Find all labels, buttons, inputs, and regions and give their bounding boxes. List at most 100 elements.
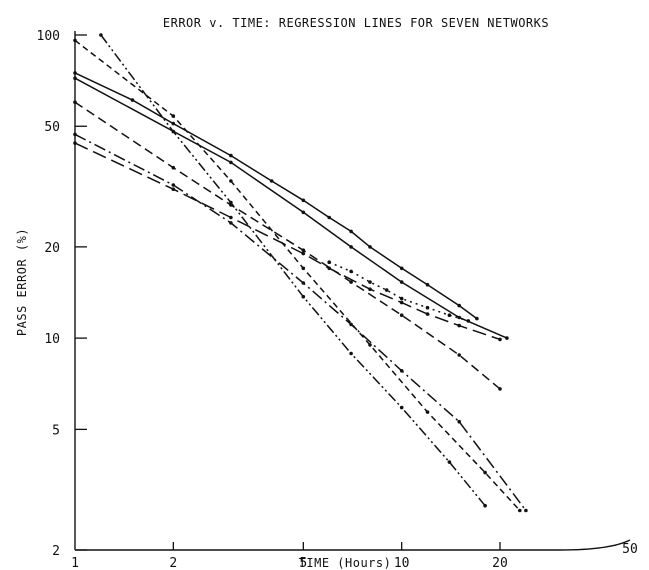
x-tick-label: 5 <box>299 556 307 570</box>
data-point <box>368 280 372 284</box>
data-point <box>171 121 176 126</box>
data-point <box>73 38 77 43</box>
data-point <box>399 266 404 271</box>
data-point <box>73 76 77 80</box>
data-point <box>301 266 306 271</box>
y-tick-label: 10 <box>44 332 60 347</box>
data-point <box>483 470 487 475</box>
x-axis-label: TIME (Hours) <box>299 556 392 570</box>
data-point <box>349 322 353 327</box>
series-line <box>74 133 527 511</box>
x-tick-label: 2 <box>169 556 177 570</box>
data-point <box>399 300 404 305</box>
data-point <box>498 387 502 391</box>
data-point <box>505 336 509 340</box>
data-point <box>447 460 452 464</box>
data-point <box>349 269 353 274</box>
x-tick-label: 1 <box>71 556 79 570</box>
chart-title: ERROR v. TIME: REGRESSION LINES FOR SEVE… <box>163 16 549 30</box>
series-7 <box>99 33 487 508</box>
data-point <box>368 245 372 249</box>
data-point <box>73 141 77 145</box>
data-point <box>399 313 404 318</box>
data-point <box>349 280 353 284</box>
x-axis-line <box>75 539 631 551</box>
data-point <box>301 210 306 215</box>
data-point <box>171 114 176 118</box>
data-point <box>171 165 176 170</box>
data-point <box>349 229 353 234</box>
y-tick-label: 20 <box>44 241 60 256</box>
data-point <box>269 179 274 183</box>
data-point <box>99 33 103 37</box>
y-tick-label: 5 <box>52 423 60 438</box>
data-point <box>457 315 462 320</box>
data-point <box>399 405 404 410</box>
series-layer <box>73 33 528 513</box>
y-tick-label: 50 <box>44 120 60 135</box>
data-point <box>171 183 176 187</box>
series-line <box>74 77 508 339</box>
data-point <box>229 200 233 205</box>
data-point <box>425 282 430 287</box>
data-point <box>349 351 353 356</box>
data-point <box>399 280 404 284</box>
data-point <box>384 288 389 292</box>
data-point <box>73 132 77 137</box>
data-point <box>229 153 233 158</box>
data-point <box>171 129 176 134</box>
series-4 <box>73 100 502 391</box>
data-point <box>524 508 528 513</box>
y-tick-label: 100 <box>37 29 60 44</box>
data-point <box>475 316 479 321</box>
series-line <box>328 261 469 322</box>
data-point <box>171 187 176 191</box>
series-line <box>74 101 501 390</box>
x-tick-label: 20 <box>492 556 508 570</box>
data-point <box>130 98 135 102</box>
data-point <box>229 215 233 220</box>
data-point <box>498 337 502 342</box>
data-point <box>327 215 332 220</box>
data-point <box>301 251 306 256</box>
data-point <box>399 296 404 301</box>
data-point <box>425 410 430 414</box>
x-tick-label: 10 <box>394 556 410 570</box>
series-line <box>74 39 521 512</box>
data-point <box>327 260 332 265</box>
data-point <box>483 503 487 508</box>
data-point <box>368 343 372 347</box>
data-point <box>399 369 404 373</box>
data-point <box>301 281 306 285</box>
series-3 <box>73 141 502 342</box>
data-point <box>349 245 353 249</box>
data-point <box>368 287 372 292</box>
data-point <box>457 419 462 424</box>
series-1 <box>73 71 479 321</box>
data-point <box>301 198 306 203</box>
data-point <box>73 100 77 104</box>
series-6 <box>73 38 522 513</box>
data-point <box>229 160 233 165</box>
x-tick-label: 50 <box>622 542 638 557</box>
data-point <box>457 323 462 328</box>
series-2 <box>73 76 509 340</box>
data-point <box>301 294 306 299</box>
data-point <box>447 313 452 318</box>
data-point <box>301 248 306 252</box>
series-line <box>74 142 501 341</box>
axes <box>74 31 631 551</box>
data-point <box>229 221 233 225</box>
series-5 <box>73 132 528 513</box>
y-axis-label: PASS ERROR (%) <box>15 228 29 336</box>
y-tick-label: 2 <box>52 544 60 559</box>
data-point <box>229 179 233 183</box>
data-point <box>457 303 462 308</box>
data-point <box>73 71 77 75</box>
series-line <box>74 72 478 320</box>
data-point <box>466 319 471 323</box>
data-point <box>425 305 430 310</box>
series-8 <box>327 260 471 323</box>
